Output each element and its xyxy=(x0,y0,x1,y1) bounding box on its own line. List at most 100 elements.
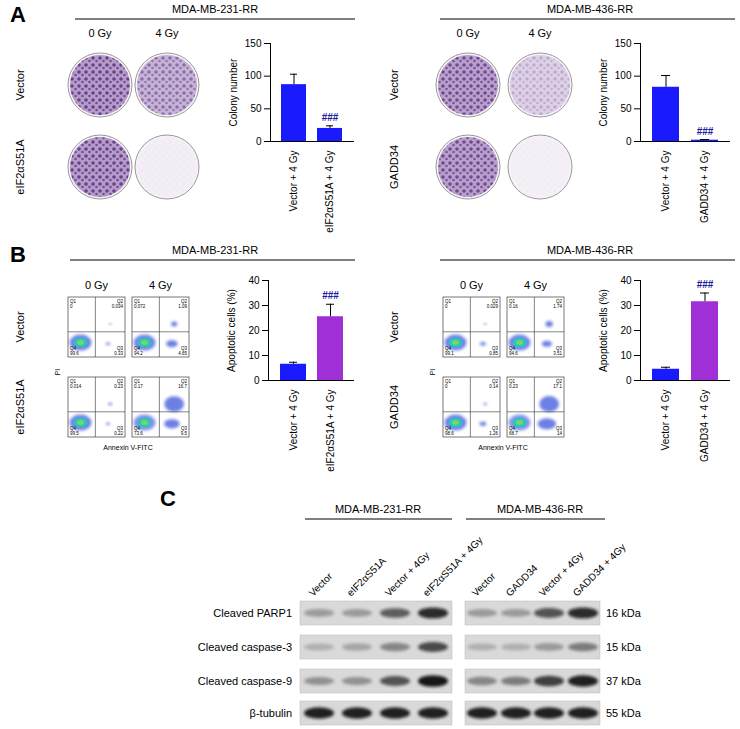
svg-text:eIF2αS51A: eIF2αS51A xyxy=(14,139,26,195)
svg-text:4 Gy: 4 Gy xyxy=(155,27,179,39)
svg-text:4 Gy: 4 Gy xyxy=(528,27,552,39)
svg-text:0 Gy: 0 Gy xyxy=(460,279,484,291)
svg-text:0.33: 0.33 xyxy=(114,351,123,356)
svg-text:1.74: 1.74 xyxy=(553,304,562,309)
svg-text:0.22: 0.22 xyxy=(114,431,123,436)
svg-text:1.09: 1.09 xyxy=(178,304,187,309)
svg-text:GADD34 + 4Gy: GADD34 + 4Gy xyxy=(571,541,628,598)
svg-text:4 Gy: 4 Gy xyxy=(149,279,173,291)
svg-text:0.072: 0.072 xyxy=(134,304,146,309)
svg-text:MDA-MB-436-RR: MDA-MB-436-RR xyxy=(547,244,633,256)
svg-text:eIF2αS51A: eIF2αS51A xyxy=(345,555,389,599)
svg-text:Vector + 4 Gy: Vector + 4 Gy xyxy=(288,151,299,212)
svg-text:0.14: 0.14 xyxy=(489,384,498,389)
svg-text:Apoptotic cells (%): Apoptotic cells (%) xyxy=(598,289,609,372)
svg-text:150: 150 xyxy=(245,38,262,49)
svg-text:B: B xyxy=(10,242,26,267)
svg-text:MDA-MB-231-RR: MDA-MB-231-RR xyxy=(172,244,258,256)
svg-text:50: 50 xyxy=(620,103,632,114)
svg-text:0.23: 0.23 xyxy=(114,384,123,389)
svg-text:15 kDa: 15 kDa xyxy=(606,641,642,653)
svg-text:55 kDa: 55 kDa xyxy=(606,707,642,719)
svg-text:###: ### xyxy=(697,279,714,290)
svg-text:50: 50 xyxy=(250,103,262,114)
svg-text:eIF2αS51A + 4 Gy: eIF2αS51A + 4 Gy xyxy=(325,390,336,472)
svg-text:0: 0 xyxy=(445,384,448,389)
svg-text:150: 150 xyxy=(615,38,632,49)
svg-text:16.7: 16.7 xyxy=(178,384,187,389)
svg-text:Vector: Vector xyxy=(307,570,335,598)
svg-text:Annexin V-FITC: Annexin V-FITC xyxy=(103,444,152,451)
svg-text:GADD34: GADD34 xyxy=(388,385,400,429)
svg-text:37 kDa: 37 kDa xyxy=(606,675,642,687)
svg-text:Vector: Vector xyxy=(14,69,26,101)
svg-text:4 Gy: 4 Gy xyxy=(524,279,548,291)
svg-text:Colony number: Colony number xyxy=(598,58,609,126)
svg-text:eIF2αS51A: eIF2αS51A xyxy=(14,379,26,435)
svg-text:Annexin V-FITC: Annexin V-FITC xyxy=(478,444,527,451)
svg-text:Vector: Vector xyxy=(388,311,400,343)
svg-text:MDA-MB-436-RR: MDA-MB-436-RR xyxy=(547,3,633,15)
svg-text:73.6: 73.6 xyxy=(134,431,143,436)
svg-text:0.014: 0.014 xyxy=(70,384,82,389)
svg-text:0: 0 xyxy=(626,136,632,147)
svg-text:MDA-MB-231-RR: MDA-MB-231-RR xyxy=(335,503,421,515)
svg-text:0.85: 0.85 xyxy=(489,351,498,356)
svg-text:9.5: 9.5 xyxy=(181,431,188,436)
svg-text:Vector + 4 Gy: Vector + 4 Gy xyxy=(660,390,671,451)
svg-text:3.51: 3.51 xyxy=(553,351,562,356)
svg-text:A: A xyxy=(10,2,26,27)
svg-text:GADD34: GADD34 xyxy=(388,145,400,189)
svg-text:0: 0 xyxy=(256,136,262,147)
svg-text:Colony number: Colony number xyxy=(228,58,239,126)
svg-text:MDA-MB-231-RR: MDA-MB-231-RR xyxy=(172,3,258,15)
svg-text:GADD34 + 4 Gy: GADD34 + 4 Gy xyxy=(699,151,710,224)
svg-text:0.029: 0.029 xyxy=(487,304,499,309)
svg-text:30: 30 xyxy=(620,300,632,311)
svg-text:0.23: 0.23 xyxy=(509,384,518,389)
svg-text:20: 20 xyxy=(620,325,632,336)
svg-text:PI: PI xyxy=(429,369,436,376)
svg-text:0.17: 0.17 xyxy=(134,384,143,389)
svg-text:Cleaved caspase-9: Cleaved caspase-9 xyxy=(198,675,292,687)
svg-text:PI: PI xyxy=(54,369,61,376)
svg-text:99.5: 99.5 xyxy=(70,431,79,436)
svg-text:40: 40 xyxy=(248,275,260,286)
svg-text:0 Gy: 0 Gy xyxy=(85,279,109,291)
svg-text:0: 0 xyxy=(254,375,260,386)
svg-text:GADD34: GADD34 xyxy=(504,562,540,598)
svg-text:Vector: Vector xyxy=(14,311,26,343)
svg-text:94.2: 94.2 xyxy=(134,351,143,356)
svg-text:###: ### xyxy=(322,290,339,301)
svg-text:20: 20 xyxy=(248,325,260,336)
svg-text:Vector: Vector xyxy=(470,570,498,598)
svg-text:C: C xyxy=(160,486,176,511)
svg-text:0 Gy: 0 Gy xyxy=(456,27,480,39)
svg-text:0: 0 xyxy=(626,375,632,386)
svg-text:Vector + 4 Gy: Vector + 4 Gy xyxy=(288,390,299,451)
svg-text:Cleaved PARP1: Cleaved PARP1 xyxy=(213,607,292,619)
svg-text:99.1: 99.1 xyxy=(445,351,454,356)
svg-text:MDA-MB-436-RR: MDA-MB-436-RR xyxy=(497,503,583,515)
svg-text:0 Gy: 0 Gy xyxy=(88,27,112,39)
svg-text:99.6: 99.6 xyxy=(70,351,79,356)
svg-text:10: 10 xyxy=(620,350,632,361)
svg-text:16 kDa: 16 kDa xyxy=(606,607,642,619)
svg-text:0.034: 0.034 xyxy=(112,304,124,309)
svg-text:10: 10 xyxy=(248,350,260,361)
svg-text:β-tubulin: β-tubulin xyxy=(250,707,292,719)
svg-text:###: ### xyxy=(322,112,339,123)
svg-text:68.7: 68.7 xyxy=(509,431,518,436)
svg-text:100: 100 xyxy=(245,70,262,81)
svg-text:eIF2αS51A + 4 Gy: eIF2αS51A + 4 Gy xyxy=(324,151,335,233)
svg-text:Vector + 4 Gy: Vector + 4 Gy xyxy=(660,151,671,212)
svg-text:94.6: 94.6 xyxy=(509,351,518,356)
svg-text:0: 0 xyxy=(445,304,448,309)
svg-text:Vector: Vector xyxy=(388,69,400,101)
svg-text:4.65: 4.65 xyxy=(178,351,187,356)
svg-text:17.1: 17.1 xyxy=(553,384,562,389)
svg-text:100: 100 xyxy=(615,70,632,81)
svg-text:Cleaved caspase-3: Cleaved caspase-3 xyxy=(198,641,292,653)
svg-text:Apoptotic cells (%): Apoptotic cells (%) xyxy=(226,289,237,372)
svg-text:98.6: 98.6 xyxy=(445,431,454,436)
